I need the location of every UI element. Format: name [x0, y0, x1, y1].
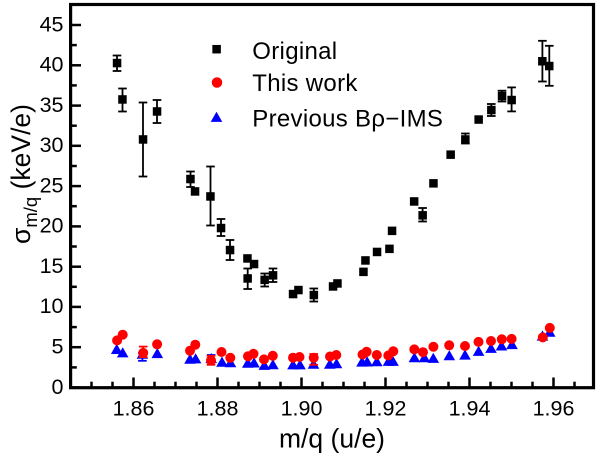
svg-text:1.94: 1.94	[449, 396, 491, 420]
svg-text:1.96: 1.96	[533, 396, 575, 420]
svg-text:1.92: 1.92	[365, 396, 407, 420]
svg-text:25: 25	[40, 173, 64, 197]
svg-text:Original: Original	[252, 38, 337, 65]
svg-text:30: 30	[40, 133, 64, 157]
svg-text:1.90: 1.90	[281, 396, 323, 420]
svg-text:1.88: 1.88	[197, 396, 239, 420]
svg-text:40: 40	[40, 53, 64, 77]
svg-text:σm/q (keV/e): σm/q (keV/e)	[6, 104, 41, 244]
svg-text:m/q (u/e): m/q (u/e)	[279, 423, 385, 453]
svg-text:Previous Bρ−IMS: Previous Bρ−IMS	[252, 105, 443, 132]
svg-text:15: 15	[40, 254, 64, 278]
svg-text:0: 0	[52, 375, 64, 399]
svg-text:20: 20	[40, 214, 64, 238]
svg-text:5: 5	[52, 335, 64, 359]
svg-text:45: 45	[40, 12, 64, 36]
svg-text:35: 35	[40, 93, 64, 117]
svg-text:10: 10	[40, 294, 64, 318]
svg-text:This work: This work	[252, 70, 358, 97]
svg-text:1.86: 1.86	[113, 396, 155, 420]
